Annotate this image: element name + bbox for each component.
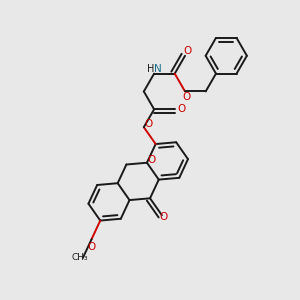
Text: CH₃: CH₃ bbox=[72, 254, 88, 262]
Text: O: O bbox=[160, 212, 168, 222]
Text: O: O bbox=[145, 119, 153, 129]
Text: O: O bbox=[148, 155, 156, 165]
Text: O: O bbox=[178, 104, 186, 114]
Text: O: O bbox=[87, 242, 96, 252]
Text: O: O bbox=[184, 46, 192, 56]
Text: H: H bbox=[148, 64, 155, 74]
Text: O: O bbox=[182, 92, 190, 102]
Text: N: N bbox=[154, 64, 162, 74]
